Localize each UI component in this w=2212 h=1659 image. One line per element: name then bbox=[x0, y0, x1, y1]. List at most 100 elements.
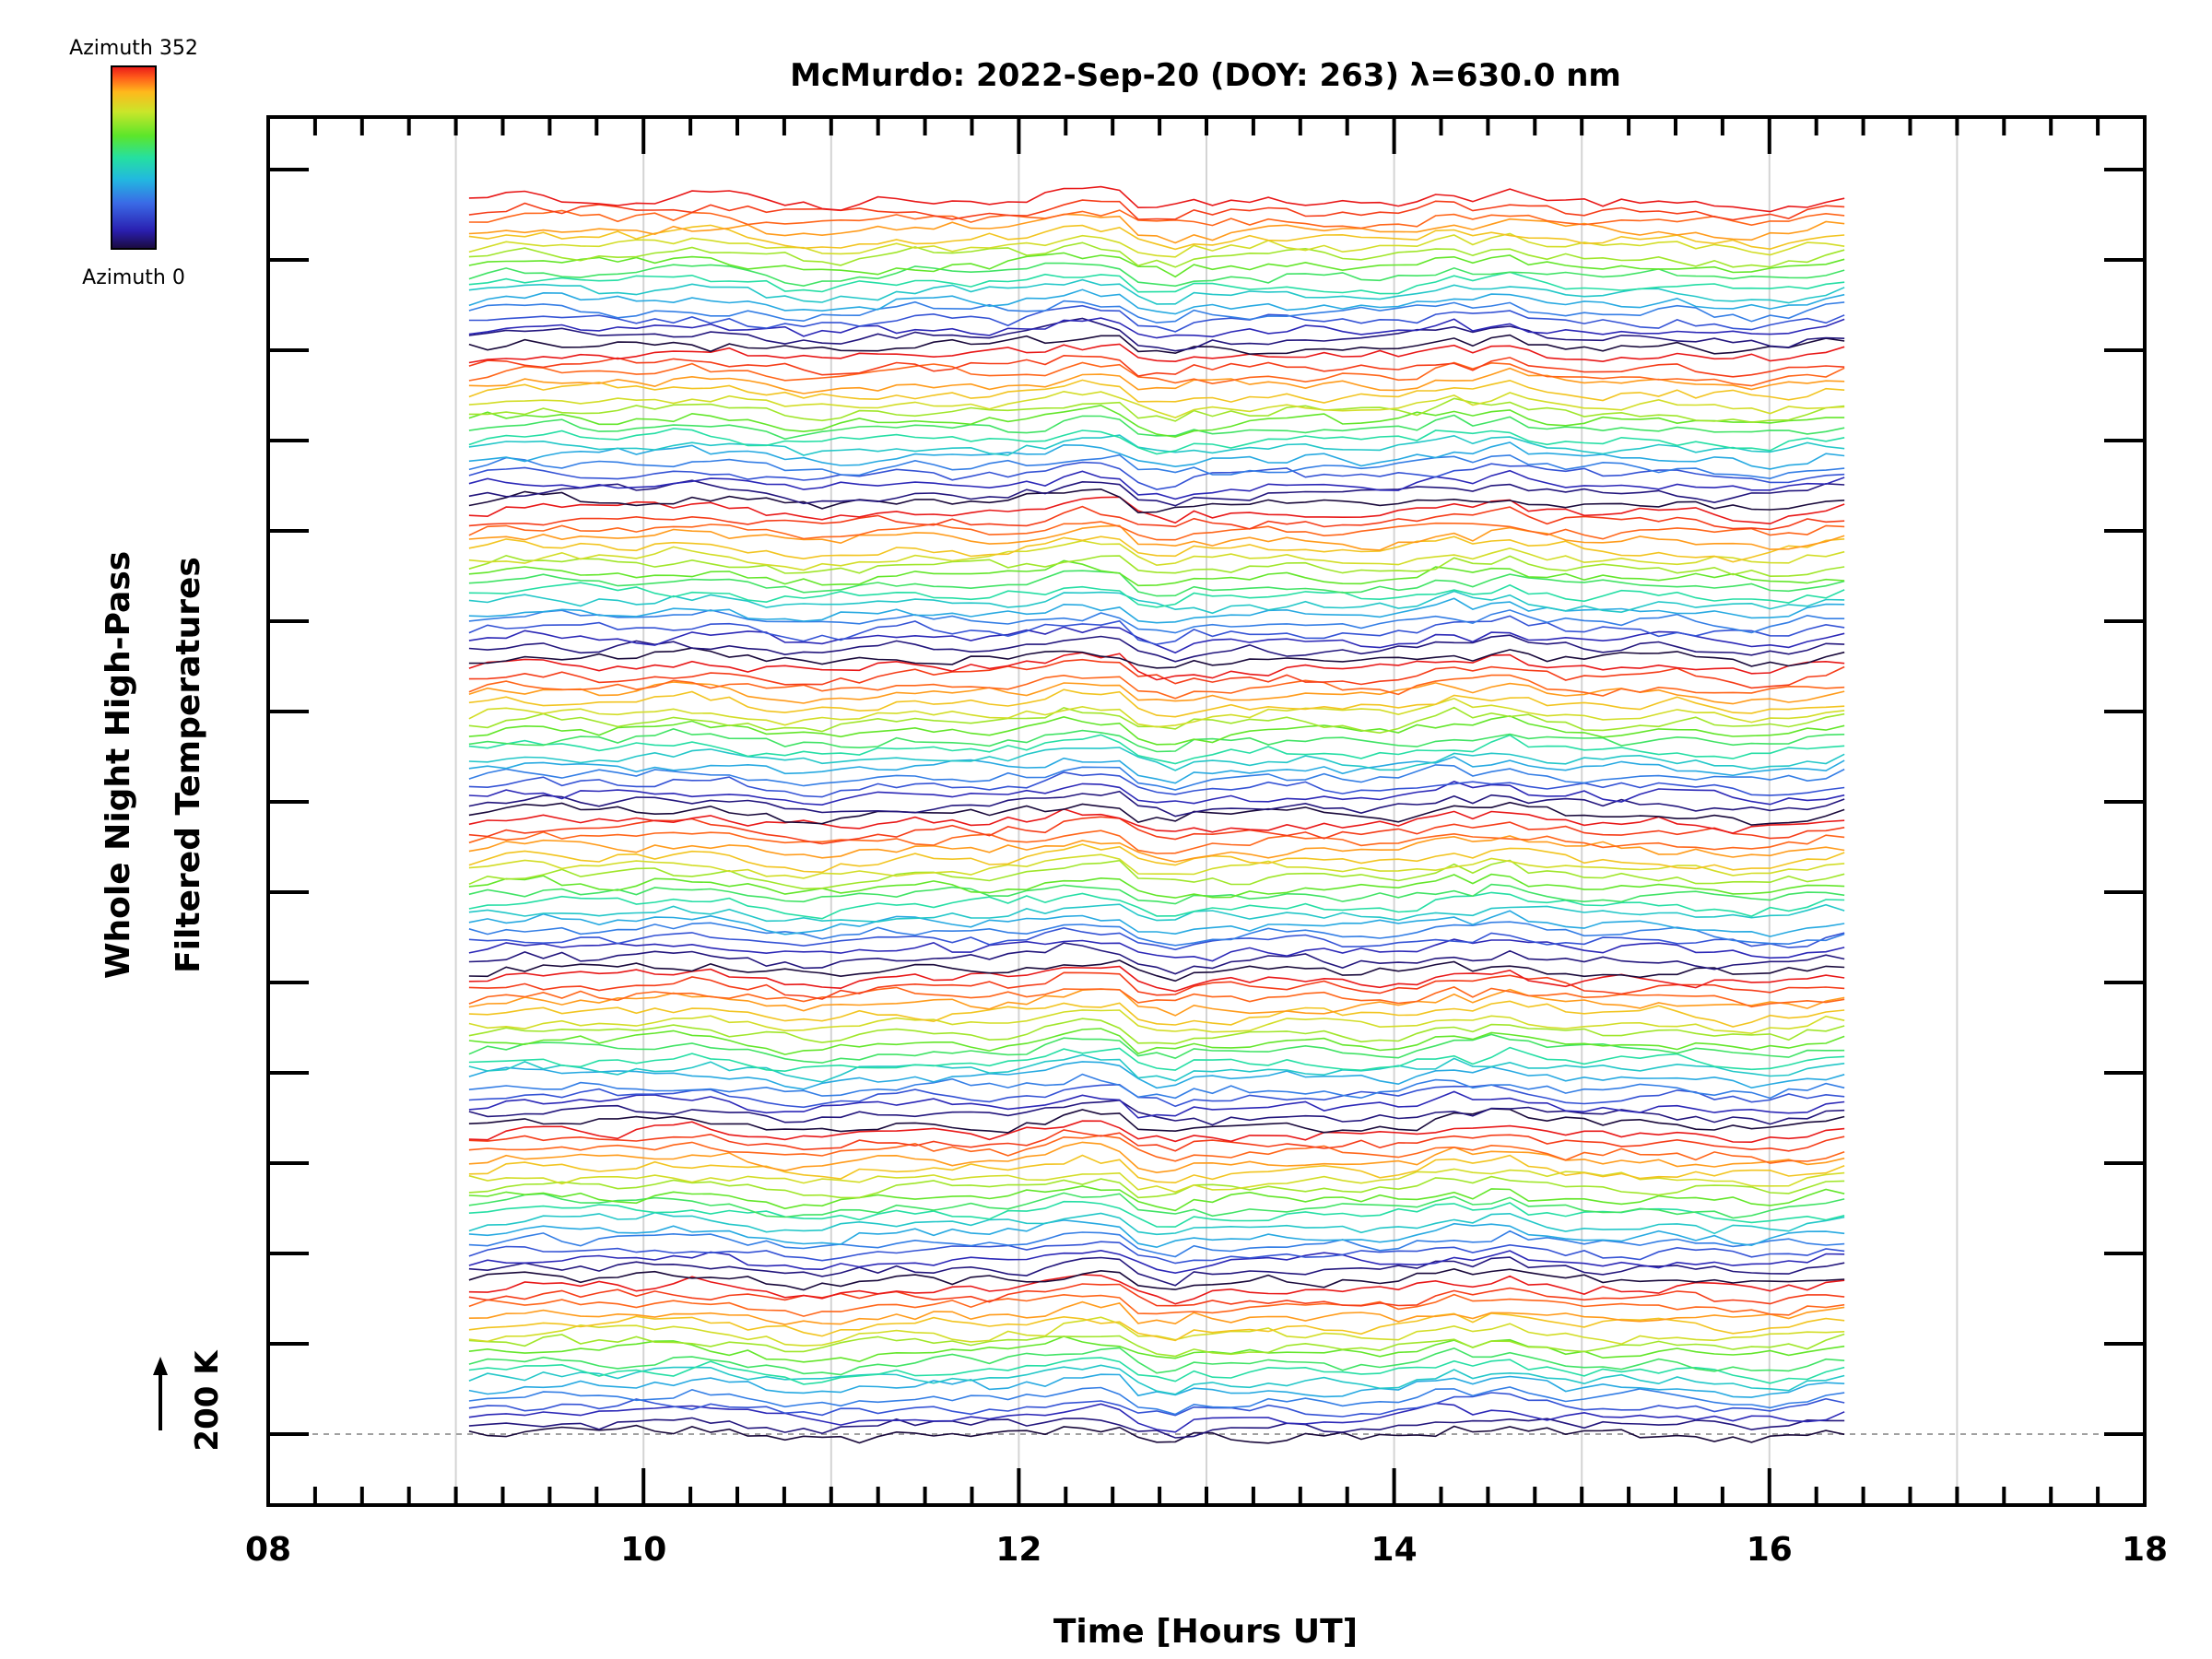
series-line-44 bbox=[468, 1018, 1845, 1045]
series-line-39 bbox=[468, 1061, 1845, 1090]
reference-label: 200 K bbox=[189, 1349, 226, 1452]
series-line-81 bbox=[468, 681, 1845, 705]
y-axis-label-line1: Whole Night High-Pass bbox=[100, 551, 137, 979]
x-tick-label-12: 12 bbox=[995, 1531, 1041, 1569]
series-line-68 bbox=[468, 801, 1845, 826]
series-line-24 bbox=[468, 1200, 1845, 1228]
series-line-66 bbox=[468, 816, 1845, 845]
series-line-20 bbox=[468, 1241, 1845, 1265]
series-line-83 bbox=[468, 658, 1845, 689]
x-tick-label-18: 18 bbox=[2122, 1531, 2168, 1569]
series-line-92 bbox=[468, 582, 1845, 608]
series-line-105 bbox=[468, 461, 1845, 490]
series-line-11 bbox=[468, 1316, 1845, 1347]
series-line-88 bbox=[468, 615, 1845, 645]
series-line-70 bbox=[468, 781, 1845, 806]
series-line-85 bbox=[468, 647, 1845, 669]
colorbar-bottom-label: Azimuth 0 bbox=[82, 266, 185, 289]
series-line-53 bbox=[468, 938, 1845, 962]
series-line-38 bbox=[468, 1073, 1845, 1100]
series-line-125 bbox=[468, 278, 1845, 305]
x-tick-label-08: 08 bbox=[245, 1531, 291, 1569]
series-line-57 bbox=[468, 903, 1845, 923]
series-line-62 bbox=[468, 853, 1845, 879]
series-line-32 bbox=[468, 1129, 1845, 1152]
series-line-124 bbox=[468, 288, 1845, 315]
series-line-108 bbox=[468, 434, 1845, 456]
series-line-103 bbox=[468, 479, 1845, 507]
series-line-118 bbox=[468, 343, 1845, 364]
series-line-31 bbox=[468, 1135, 1845, 1164]
series-line-54 bbox=[468, 926, 1845, 951]
series-line-50 bbox=[468, 965, 1845, 993]
series-line-59 bbox=[468, 883, 1845, 905]
series-line-115 bbox=[468, 367, 1845, 394]
series-line-122 bbox=[468, 304, 1845, 333]
series-line-7 bbox=[468, 1357, 1845, 1385]
series-line-10 bbox=[468, 1333, 1845, 1358]
colorbar: Azimuth 352 Azimuth 0 bbox=[69, 37, 198, 289]
series-line-129 bbox=[468, 241, 1845, 268]
series-line-63 bbox=[468, 843, 1845, 874]
series-line-79 bbox=[468, 697, 1845, 728]
series-line-29 bbox=[468, 1154, 1845, 1184]
series-line-46 bbox=[468, 1000, 1845, 1028]
series-line-113 bbox=[468, 390, 1845, 418]
series-line-60 bbox=[468, 873, 1845, 899]
series-line-47 bbox=[468, 988, 1845, 1017]
series-line-33 bbox=[468, 1120, 1845, 1144]
series-line-5 bbox=[468, 1373, 1845, 1398]
series-line-25 bbox=[468, 1192, 1845, 1219]
x-tick-label-10: 10 bbox=[620, 1531, 666, 1569]
series-line-45 bbox=[468, 1009, 1845, 1035]
series-line-0 bbox=[468, 1424, 1845, 1444]
series-line-52 bbox=[468, 942, 1845, 975]
series-line-90 bbox=[468, 597, 1845, 624]
series-line-116 bbox=[468, 361, 1845, 387]
series-line-49 bbox=[468, 971, 1845, 1000]
series-line-84 bbox=[468, 652, 1845, 681]
series-line-67 bbox=[468, 807, 1845, 834]
series-line-2 bbox=[468, 1402, 1845, 1433]
x-axis-label: Time [Hours UT] bbox=[1053, 1613, 1358, 1651]
series-line-109 bbox=[468, 428, 1845, 455]
series-line-34 bbox=[468, 1108, 1845, 1134]
series-line-94 bbox=[468, 559, 1845, 587]
series-line-101 bbox=[468, 496, 1845, 525]
series-line-9 bbox=[468, 1335, 1845, 1363]
x-tick-label-16: 16 bbox=[1747, 1531, 1793, 1569]
series-line-17 bbox=[468, 1267, 1845, 1291]
series-line-48 bbox=[468, 986, 1845, 1008]
y-axis-label-line2: Filtered Temperatures bbox=[170, 557, 207, 973]
series-line-86 bbox=[468, 634, 1845, 663]
x-tick-labels: 08 10 12 14 16 18 bbox=[245, 1531, 2168, 1569]
series-line-126 bbox=[468, 271, 1845, 295]
series-line-8 bbox=[468, 1347, 1845, 1376]
series-line-99 bbox=[468, 521, 1845, 541]
series-line-18 bbox=[468, 1256, 1845, 1287]
series-line-61 bbox=[468, 859, 1845, 890]
series-line-75 bbox=[468, 734, 1845, 765]
series-line-1 bbox=[468, 1417, 1845, 1439]
series-line-35 bbox=[468, 1099, 1845, 1126]
series-line-123 bbox=[468, 300, 1845, 324]
series-line-27 bbox=[468, 1175, 1845, 1199]
series-line-41 bbox=[468, 1046, 1845, 1073]
series-line-21 bbox=[468, 1230, 1845, 1258]
series-line-134 bbox=[468, 199, 1845, 221]
series-line-112 bbox=[468, 397, 1845, 423]
chart-title: McMurdo: 2022-Sep-20 (DOY: 263) λ=630.0 … bbox=[790, 57, 1621, 94]
series-line-95 bbox=[468, 554, 1845, 578]
series-line-23 bbox=[468, 1211, 1845, 1236]
series-line-28 bbox=[468, 1168, 1845, 1194]
series-line-77 bbox=[468, 714, 1845, 746]
reference-arrow-head bbox=[153, 1357, 168, 1375]
series-line-130 bbox=[468, 232, 1845, 258]
series-line-42 bbox=[468, 1033, 1845, 1064]
series-line-51 bbox=[468, 959, 1845, 982]
trace-group bbox=[468, 185, 1845, 1444]
series-line-133 bbox=[468, 209, 1845, 229]
series-line-4 bbox=[468, 1386, 1845, 1416]
series-line-89 bbox=[468, 609, 1845, 634]
